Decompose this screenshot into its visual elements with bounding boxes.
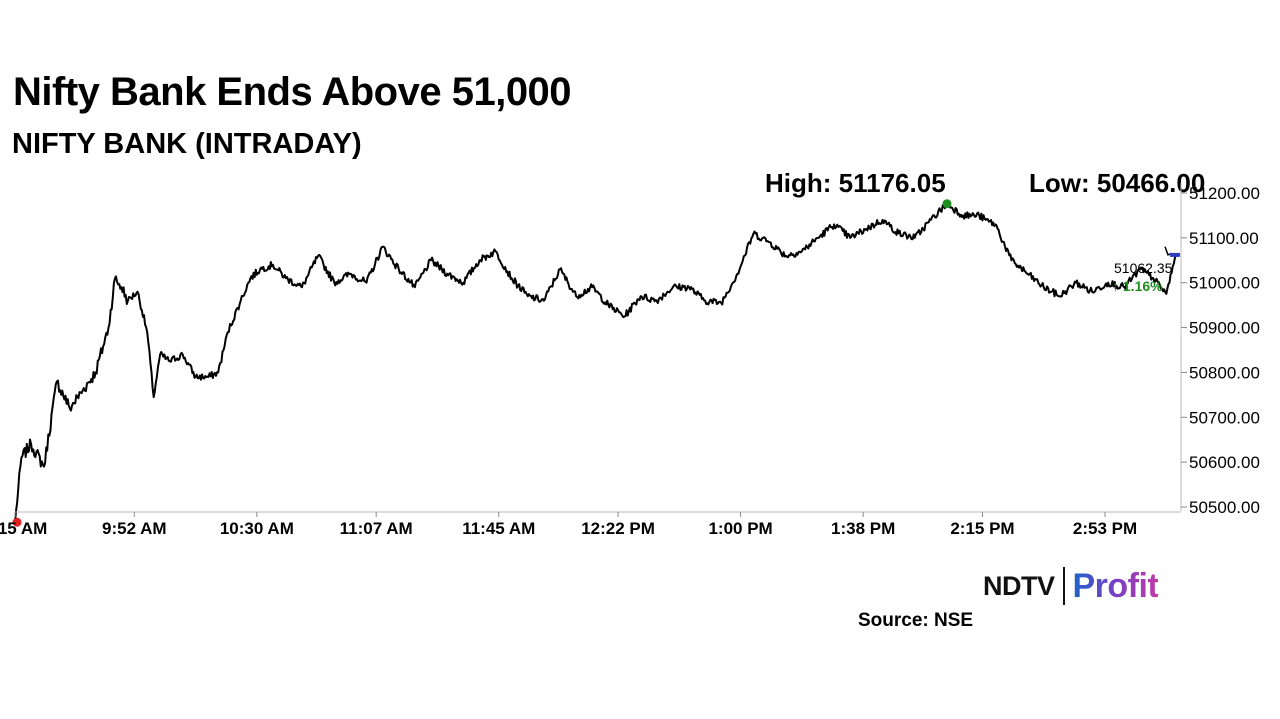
y-tick-label: 51000.00	[1189, 274, 1260, 293]
source-note: Source: NSE	[858, 610, 974, 631]
x-tick-label: 1:00 PM	[708, 519, 772, 538]
x-tick-label: 10:30 AM	[220, 519, 294, 538]
high-point	[942, 199, 952, 209]
y-tick-label: 50900.00	[1189, 319, 1260, 338]
y-tick-label: 51200.00	[1189, 184, 1260, 203]
change-label: ↑ 1.16%	[1112, 278, 1163, 294]
y-tick-label: 50600.00	[1189, 453, 1260, 472]
logo-ndtv: NDTV	[983, 570, 1055, 601]
x-tick-label: 9:15 AM	[0, 519, 47, 538]
x-tick-label: 11:45 AM	[462, 519, 535, 538]
last-price-marker	[1170, 252, 1180, 257]
last-value-label: 51062.35	[1114, 260, 1173, 276]
y-tick-label: 50500.00	[1189, 498, 1260, 517]
low-point	[12, 517, 22, 527]
x-tick-label: 1:38 PM	[831, 519, 895, 538]
y-tick-label: 51100.00	[1189, 229, 1259, 248]
x-tick-label: 9:52 AM	[102, 519, 167, 538]
x-tick-label: 2:53 PM	[1073, 519, 1137, 538]
x-tick-label: 2:15 PM	[950, 519, 1014, 538]
y-tick-label: 50700.00	[1189, 408, 1260, 427]
ndtv-profit-logo: NDTV Profit	[983, 565, 1159, 607]
y-axis: 50500.00 50600.00 50700.00 50800.00 50900.00…	[1180, 183, 1260, 517]
y-tick-label: 50800.00	[1189, 363, 1260, 382]
logo-separator	[1062, 567, 1065, 605]
price-line	[14, 202, 1177, 523]
x-axis: 9:15 AM 9:52 AM 10:30 AM 11:07 AM 11:45 AM 12…	[0, 511, 1181, 538]
logo-profit: Profit	[1072, 566, 1159, 605]
chart-subtitle: NIFTY BANK (INTRADAY)	[12, 128, 362, 160]
x-tick-label: 12:22 PM	[581, 519, 655, 538]
high-label: High: 51176.05	[765, 168, 946, 198]
low-label: Low: 50466.00	[1029, 168, 1206, 198]
chart-title: Nifty Bank Ends Above 51,000	[13, 70, 572, 114]
plot-area	[12, 199, 1180, 527]
x-tick-label: 11:07 AM	[340, 519, 413, 538]
